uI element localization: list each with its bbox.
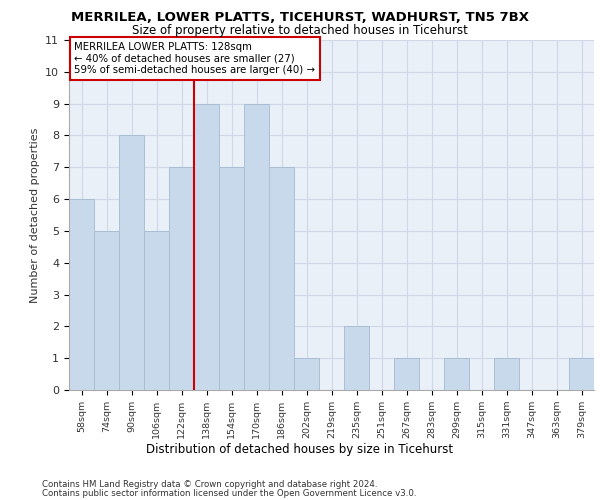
Bar (219, 168, 244, 390)
Bar (494, 358, 519, 390)
Y-axis label: Number of detached properties: Number of detached properties (30, 128, 40, 302)
Bar (194, 104, 219, 390)
Bar (244, 104, 269, 390)
Text: MERRILEA, LOWER PLATTS, TICEHURST, WADHURST, TN5 7BX: MERRILEA, LOWER PLATTS, TICEHURST, WADHU… (71, 11, 529, 24)
Bar (394, 358, 419, 390)
Text: MERRILEA LOWER PLATTS: 128sqm
← 40% of detached houses are smaller (27)
59% of s: MERRILEA LOWER PLATTS: 128sqm ← 40% of d… (74, 42, 315, 75)
Bar (69, 199, 94, 390)
Bar (119, 136, 144, 390)
Bar (344, 326, 369, 390)
Text: Contains HM Land Registry data © Crown copyright and database right 2024.: Contains HM Land Registry data © Crown c… (42, 480, 377, 489)
Bar (94, 231, 119, 390)
Bar (569, 358, 594, 390)
Bar (444, 358, 469, 390)
Bar (169, 168, 194, 390)
Text: Distribution of detached houses by size in Ticehurst: Distribution of detached houses by size … (146, 442, 454, 456)
Bar (269, 168, 294, 390)
Text: Size of property relative to detached houses in Ticehurst: Size of property relative to detached ho… (132, 24, 468, 37)
Bar (144, 231, 169, 390)
Bar (294, 358, 319, 390)
Text: Contains public sector information licensed under the Open Government Licence v3: Contains public sector information licen… (42, 488, 416, 498)
